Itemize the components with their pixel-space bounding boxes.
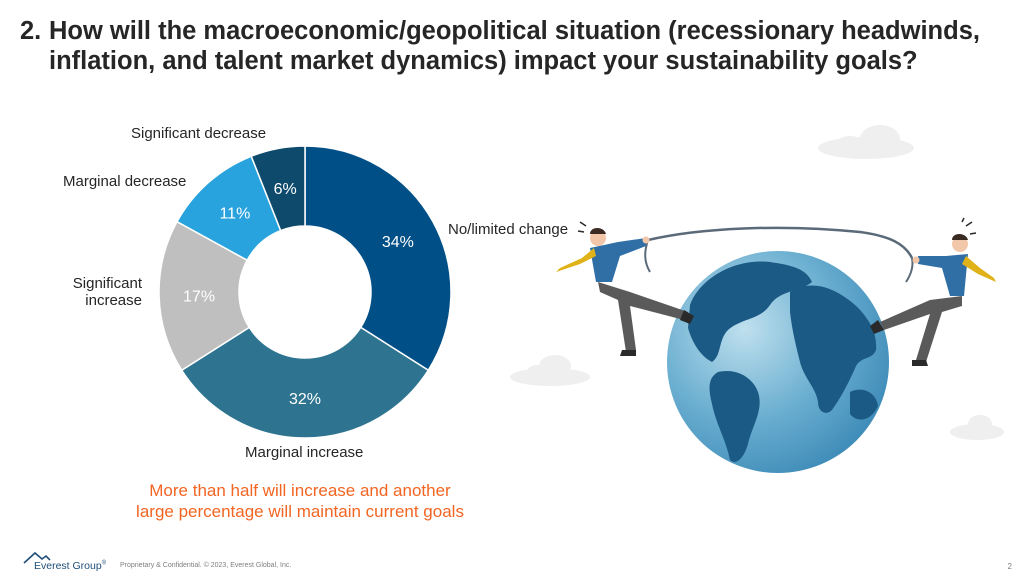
- donut-slice-2: [158, 220, 251, 372]
- callout-line-2: large percentage will maintain current g…: [136, 502, 464, 521]
- callout-line-1: More than half will increase and another: [149, 481, 451, 500]
- tug-of-war-globe-illustration: [510, 125, 1004, 473]
- confidential-notice: Proprietary & Confidential. © 2023, Ever…: [120, 562, 292, 569]
- cloud-icon: [818, 125, 914, 159]
- label-significant-decrease: Significant decrease: [131, 125, 267, 142]
- donut-value-label-0: 34%: [382, 234, 414, 251]
- everest-logo-icon: [23, 551, 51, 564]
- businessman-left-icon: [556, 221, 694, 356]
- label-no-limited-change: No/limited change: [448, 221, 569, 238]
- donut-value-label-2: 17%: [183, 288, 215, 305]
- footer: Everest Group® Proprietary & Confidentia…: [22, 550, 1012, 574]
- label-marginal-increase: Marginal increase: [245, 444, 364, 461]
- globe-icon: [667, 251, 889, 473]
- brand-name: Everest Group: [34, 560, 102, 572]
- donut-value-label-1: 32%: [289, 391, 321, 408]
- donut-slice-4: [250, 145, 306, 232]
- label-significant-increase: Significant increase: [71, 275, 142, 309]
- callout-text: More than half will increase and another…: [100, 480, 500, 522]
- label-significant-increase-line-1: Significant: [72, 275, 142, 292]
- donut-slice-1: [180, 326, 430, 439]
- rope-icon: [647, 226, 914, 259]
- label-significant-increase-line-2: increase: [85, 292, 142, 309]
- slide-title: 2. How will the macroeconomic/geopolitica…: [20, 16, 1020, 76]
- cloud-icon: [950, 415, 1004, 440]
- donut-value-label-3: 11%: [219, 205, 250, 222]
- businessman-right-icon: [870, 217, 996, 366]
- cloud-icon: [510, 355, 590, 386]
- title-line-2: inflation, and talent market dynamics) i…: [49, 47, 918, 75]
- brand-trademark: ®: [101, 560, 107, 567]
- donut-chart: 34% 32% 17% 11% 6%: [158, 145, 452, 439]
- label-marginal-decrease: Marginal decrease: [63, 173, 187, 190]
- donut-slice-0: [304, 145, 452, 372]
- donut-value-label-4: 6%: [274, 181, 297, 198]
- title-line-1: How will the macroeconomic/geopolitical …: [49, 17, 980, 45]
- page-number: 2: [1007, 562, 1012, 571]
- question-number: 2.: [20, 17, 42, 45]
- brand-logo-text: Everest Group®: [34, 560, 106, 572]
